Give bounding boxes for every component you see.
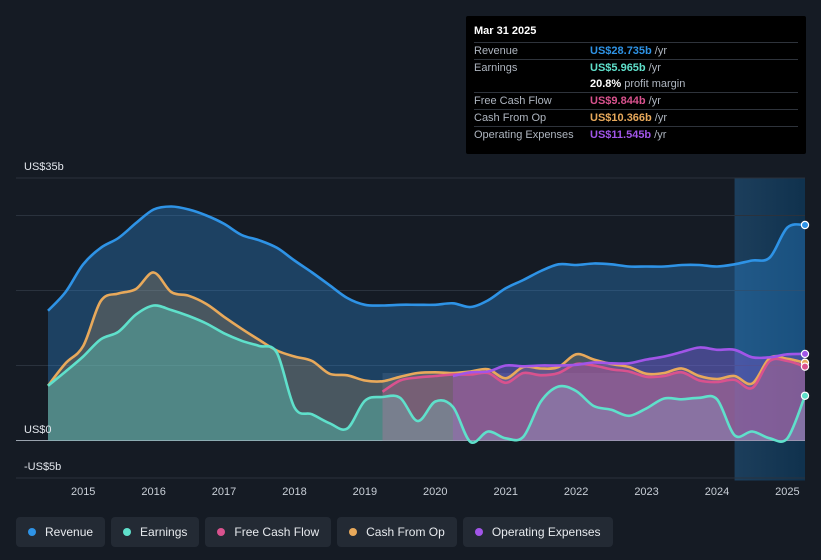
x-tick-label: 2025: [775, 486, 799, 498]
legend-item-free-cash-flow[interactable]: Free Cash Flow: [205, 517, 332, 547]
tooltip-value: US$5.965b: [590, 62, 646, 74]
tooltip-panel: Mar 31 2025 Revenue US$28.735b /yr Earni…: [466, 16, 806, 154]
x-tick-label: 2015: [71, 486, 95, 498]
tooltip-value: US$28.735b: [590, 45, 652, 57]
fcf-line: [381, 357, 806, 393]
x-tick-label: 2024: [705, 486, 729, 498]
tooltip-value: US$10.366b: [590, 112, 652, 124]
tooltip-unit: profit margin: [624, 78, 686, 90]
tooltip-row-revenue: Revenue US$28.735b /yr: [474, 42, 798, 59]
tooltip-row-profit-margin: 20.8% profit margin: [474, 76, 798, 92]
tooltip-value: US$11.545b: [590, 129, 652, 141]
legend-item-earnings[interactable]: Earnings: [111, 517, 200, 547]
opex-area: [452, 347, 805, 441]
tooltip-label: Operating Expenses: [474, 129, 574, 141]
x-tick-label: 2017: [212, 486, 236, 498]
tooltip-label: Revenue: [474, 45, 519, 57]
x-tick-label: 2020: [423, 486, 447, 498]
legend-label: Free Cash Flow: [234, 525, 320, 539]
chart: US$35b US$0 -US$5b 2015 2016 2017 2018 2019 2…: [16, 161, 810, 498]
legend-item-operating-expenses[interactable]: Operating Expenses: [462, 517, 613, 547]
tooltip-value: US$9.844b: [590, 95, 646, 107]
x-tick-label: 2023: [634, 486, 658, 498]
tooltip-label: [474, 76, 590, 92]
y-axis-zero-label: US$0: [24, 424, 52, 436]
tooltip-row-earnings: Earnings US$5.965b /yr: [474, 59, 798, 76]
legend-item-cash-from-op[interactable]: Cash From Op: [337, 517, 457, 547]
opex-line: [452, 346, 806, 378]
tooltip-row-cash-from-op: Cash From Op US$10.366b /yr: [474, 109, 798, 126]
tooltip-label: Cash From Op: [474, 112, 547, 124]
legend-dot-icon: [123, 528, 132, 536]
revenue-end-point: [800, 220, 810, 230]
tooltip-unit: /yr: [654, 129, 667, 141]
tooltip-label: Earnings: [474, 62, 518, 74]
historical-box: [382, 373, 735, 441]
legend-dot-icon: [474, 528, 483, 536]
tooltip-unit: /yr: [648, 62, 661, 74]
x-tick-label: 2019: [353, 486, 377, 498]
tooltip-value: 20.8%: [590, 78, 622, 90]
x-tick-label: 2018: [282, 486, 306, 498]
legend-label: Operating Expenses: [491, 525, 601, 539]
tooltip-label: Free Cash Flow: [474, 95, 552, 107]
legend-dot-icon: [349, 528, 358, 536]
revenue-line: [47, 205, 806, 312]
tooltip-unit: /yr: [654, 45, 667, 57]
tooltip-row-free-cash-flow: Free Cash Flow US$9.844b /yr: [474, 92, 798, 109]
legend-dot-icon: [217, 528, 226, 536]
tooltip-date: Mar 31 2025: [474, 25, 537, 37]
tooltip-unit: /yr: [654, 112, 667, 124]
legend-label: Cash From Op: [366, 525, 445, 539]
fcf-area: [382, 358, 805, 441]
x-tick-label: 2022: [564, 486, 588, 498]
y-axis-top-label: US$35b: [24, 161, 64, 173]
cfo-area: [48, 272, 805, 441]
y-axis-bottom-label: -US$5b: [24, 461, 61, 473]
legend-label: Revenue: [45, 525, 94, 539]
earnings-end-point: [800, 391, 810, 400]
x-tick-label: 2021: [493, 486, 517, 498]
tooltip-unit: /yr: [648, 95, 661, 107]
fcf-end-point: [800, 362, 810, 371]
tooltip-row-operating-expenses: Operating Expenses US$11.545b /yr: [474, 126, 798, 143]
cfo-line: [46, 271, 806, 387]
legend-item-revenue[interactable]: Revenue: [16, 517, 106, 547]
legend: Revenue Earnings Free Cash Flow Cash Fro…: [16, 517, 613, 547]
opex-end-point: [800, 349, 810, 359]
x-tick-label: 2016: [141, 486, 165, 498]
earnings-line: [47, 304, 807, 445]
legend-label: Earnings: [140, 525, 188, 539]
legend-dot-icon: [28, 528, 36, 536]
